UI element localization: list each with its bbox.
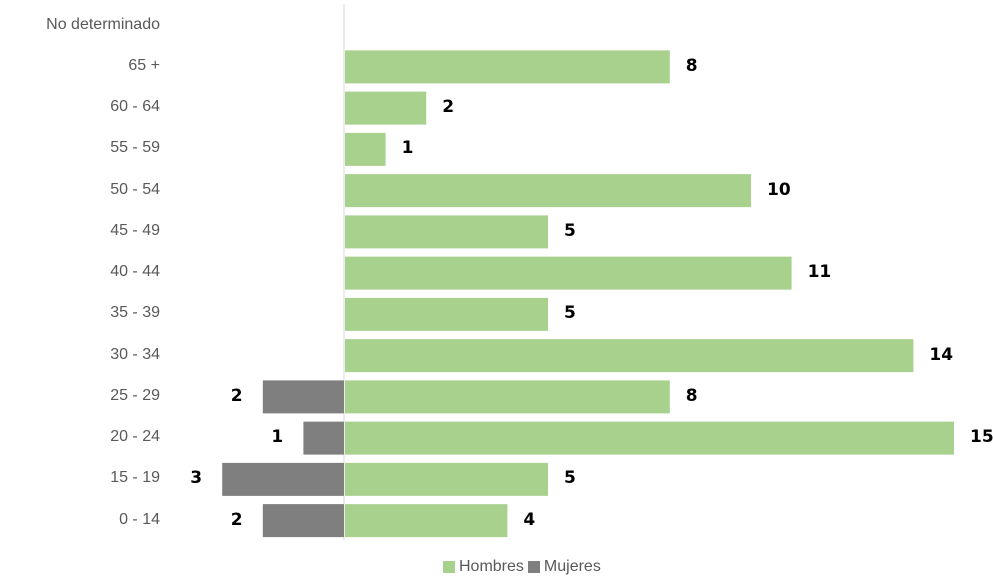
bar-mujeres-25-29 bbox=[262, 380, 344, 414]
bar-mujeres-15-19 bbox=[222, 462, 344, 496]
bar-hombres-45-49 bbox=[345, 215, 548, 249]
bar-hombres-0-14 bbox=[345, 504, 508, 538]
bar-hombres-50-54 bbox=[345, 174, 751, 208]
bar-hombres-65 bbox=[345, 50, 670, 84]
legend-label-mujeres: Mujeres bbox=[543, 558, 601, 575]
legend-swatch-mujeres bbox=[527, 561, 540, 573]
bar-hombres-15-19 bbox=[345, 462, 548, 496]
bar-hombres-30-34 bbox=[345, 339, 914, 373]
bar-hombres-35-39 bbox=[345, 297, 548, 331]
data-label-hombres-30-34: 14 bbox=[929, 344, 954, 365]
data-label-hombres-55-59: 1 bbox=[401, 138, 414, 159]
bar-hombres-60-64 bbox=[345, 91, 427, 125]
category-label-65: 65 + bbox=[128, 56, 160, 74]
legend-swatch-hombres bbox=[443, 561, 455, 573]
data-label-hombres-50-54: 10 bbox=[767, 179, 791, 200]
category-label-15-19: 15 - 19 bbox=[110, 469, 160, 487]
category-label-20-24: 20 - 24 bbox=[110, 428, 160, 446]
bar-hombres-20-24 bbox=[345, 421, 954, 455]
bar-hombres-40-44 bbox=[345, 256, 792, 290]
category-label-25-29: 25 - 29 bbox=[110, 386, 160, 404]
data-label-mujeres-15-19: 3 bbox=[190, 468, 203, 489]
legend: Hombres Mujeres bbox=[443, 558, 601, 576]
legend-label-hombres: Hombres bbox=[459, 558, 524, 575]
data-label-hombres-60-64: 2 bbox=[442, 97, 455, 118]
category-label-35-39: 35 - 39 bbox=[110, 304, 160, 322]
category-label-no-determinado: No determinado bbox=[46, 15, 160, 33]
data-label-mujeres-25-29: 2 bbox=[230, 385, 243, 406]
category-label-60-64: 60 - 64 bbox=[110, 98, 160, 116]
category-label-40-44: 40 - 44 bbox=[110, 263, 160, 281]
data-label-hombres-40-44: 11 bbox=[807, 262, 832, 283]
data-label-hombres-0-14: 4 bbox=[523, 509, 536, 530]
category-label-30-34: 30 - 34 bbox=[110, 345, 160, 363]
bar-hombres-25-29 bbox=[345, 380, 670, 414]
category-label-45-49: 45 - 49 bbox=[110, 221, 160, 239]
bar-hombres-55-59 bbox=[345, 132, 386, 166]
data-label-hombres-20-24: 15 bbox=[970, 427, 993, 448]
data-label-hombres-15-19: 5 bbox=[564, 468, 576, 489]
category-label-50-54: 50 - 54 bbox=[110, 180, 160, 198]
data-label-hombres-25-29: 8 bbox=[685, 385, 698, 406]
data-label-mujeres-20-24: 1 bbox=[271, 427, 284, 448]
bar-mujeres-0-14 bbox=[262, 504, 344, 538]
category-label-0-14: 0 - 14 bbox=[119, 510, 160, 528]
data-label-hombres-45-49: 5 bbox=[564, 220, 576, 241]
bar-mujeres-20-24 bbox=[303, 421, 344, 455]
data-label-hombres-35-39: 5 bbox=[564, 303, 576, 324]
data-label-hombres-65: 8 bbox=[685, 55, 698, 76]
category-label-55-59: 55 - 59 bbox=[110, 139, 160, 157]
data-label-mujeres-0-14: 2 bbox=[230, 509, 243, 530]
